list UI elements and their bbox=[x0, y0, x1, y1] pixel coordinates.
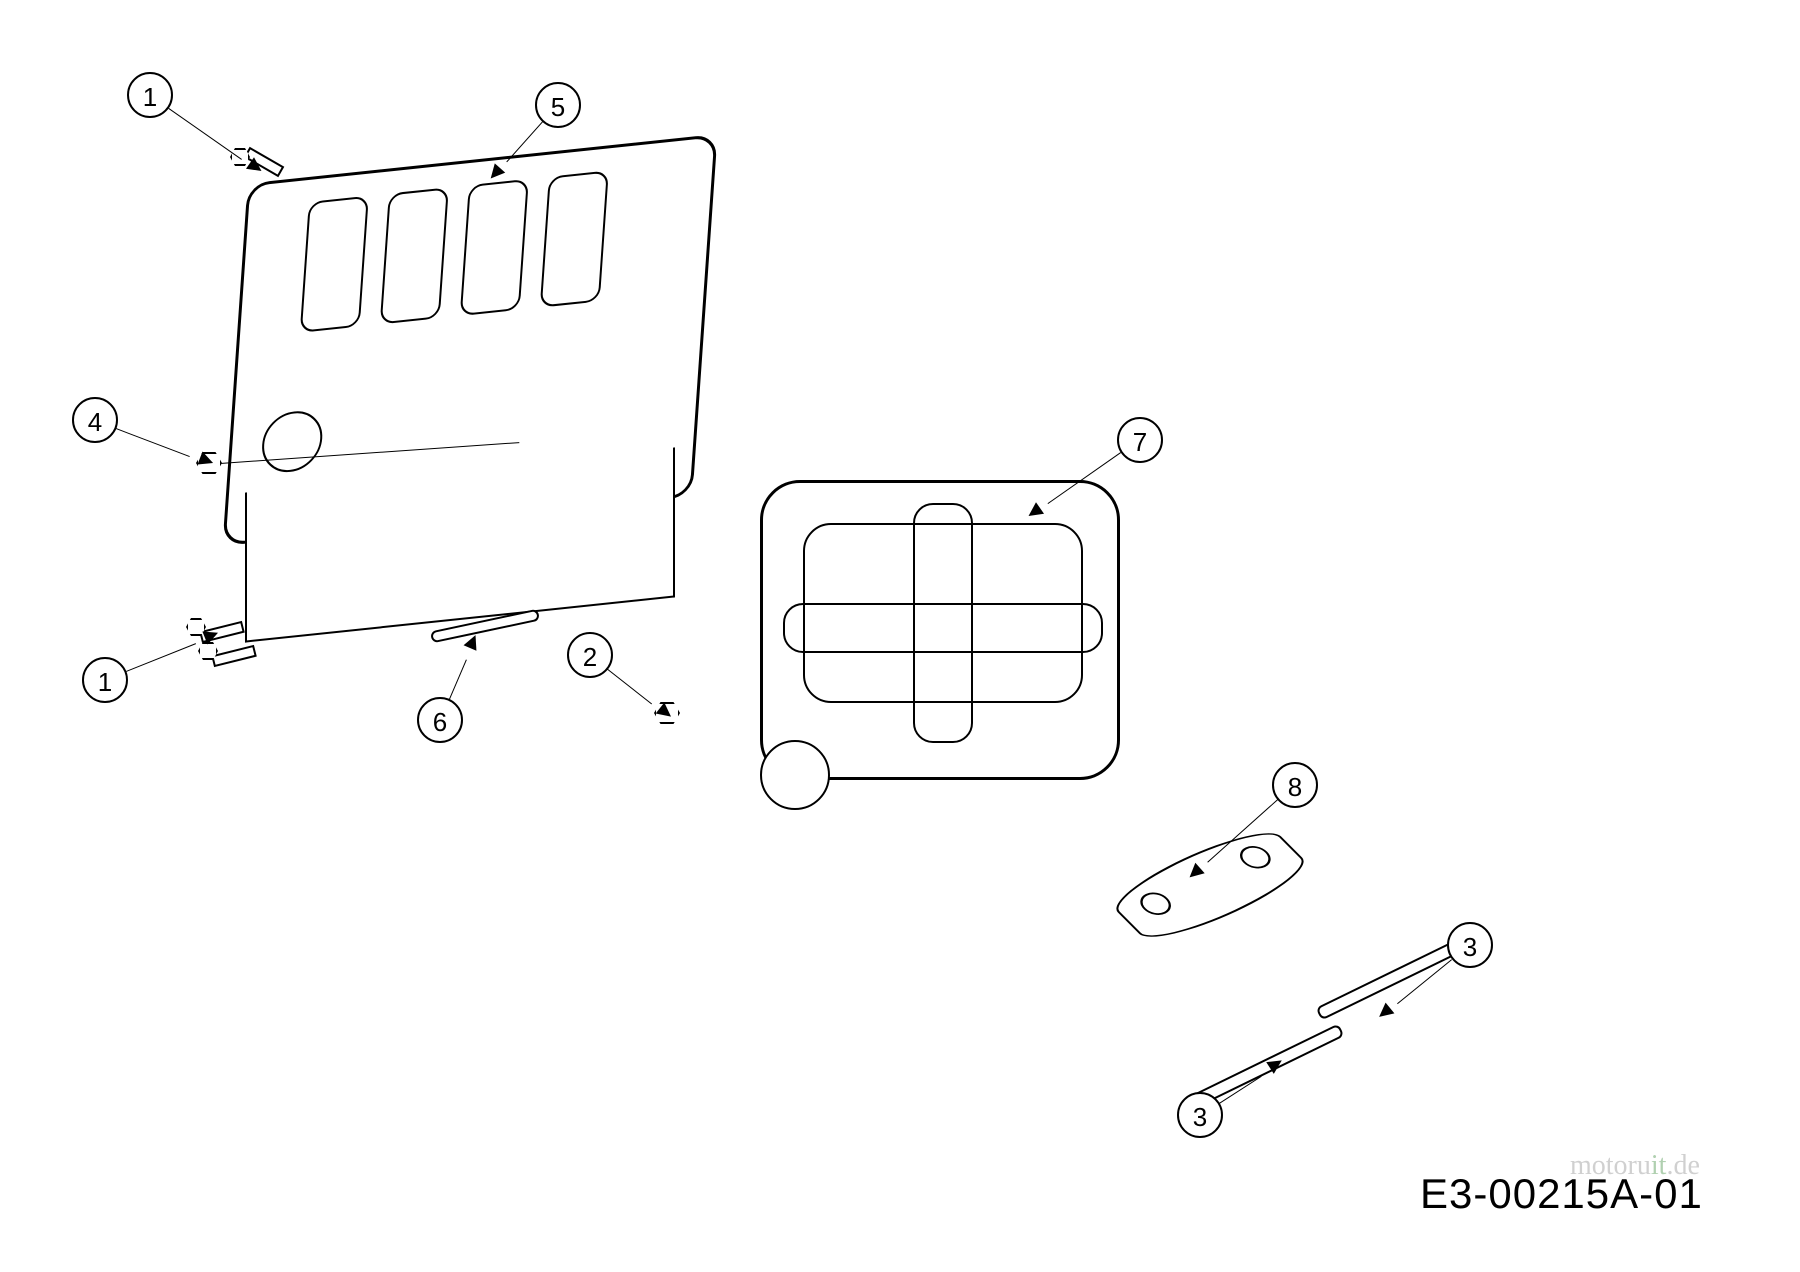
part-bolt-pair-b bbox=[211, 645, 257, 667]
callout-4-2: 4 bbox=[72, 397, 118, 443]
watermark-text: motoru bbox=[1570, 1150, 1651, 1181]
callout-6-4: 6 bbox=[417, 697, 463, 743]
callout-7-6: 7 bbox=[1117, 417, 1163, 463]
arrowhead-3-8 bbox=[1375, 1003, 1395, 1023]
part-muffler bbox=[760, 480, 1120, 780]
part-muffler-outlet bbox=[760, 740, 830, 810]
callout-2-5: 2 bbox=[567, 632, 613, 678]
callout-3-9: 3 bbox=[1177, 1092, 1223, 1138]
diagram-stage: 1541627833 E3-00215A-01 motoruit.de bbox=[0, 0, 1800, 1272]
watermark-green: it bbox=[1651, 1150, 1667, 1181]
part-gasket bbox=[1102, 821, 1318, 950]
leader-6-4 bbox=[449, 659, 467, 699]
leader-1-3 bbox=[126, 644, 196, 673]
callout-1-0: 1 bbox=[127, 72, 173, 118]
callout-3-8: 3 bbox=[1447, 922, 1493, 968]
leader-1-0 bbox=[168, 108, 242, 160]
leader-2-5 bbox=[607, 669, 652, 704]
leader-4-2 bbox=[116, 428, 191, 457]
watermark-suffix: .de bbox=[1666, 1150, 1699, 1181]
callout-8-7: 8 bbox=[1272, 762, 1318, 808]
callout-1-3: 1 bbox=[82, 657, 128, 703]
watermark: motoruit.de bbox=[1570, 1150, 1700, 1182]
